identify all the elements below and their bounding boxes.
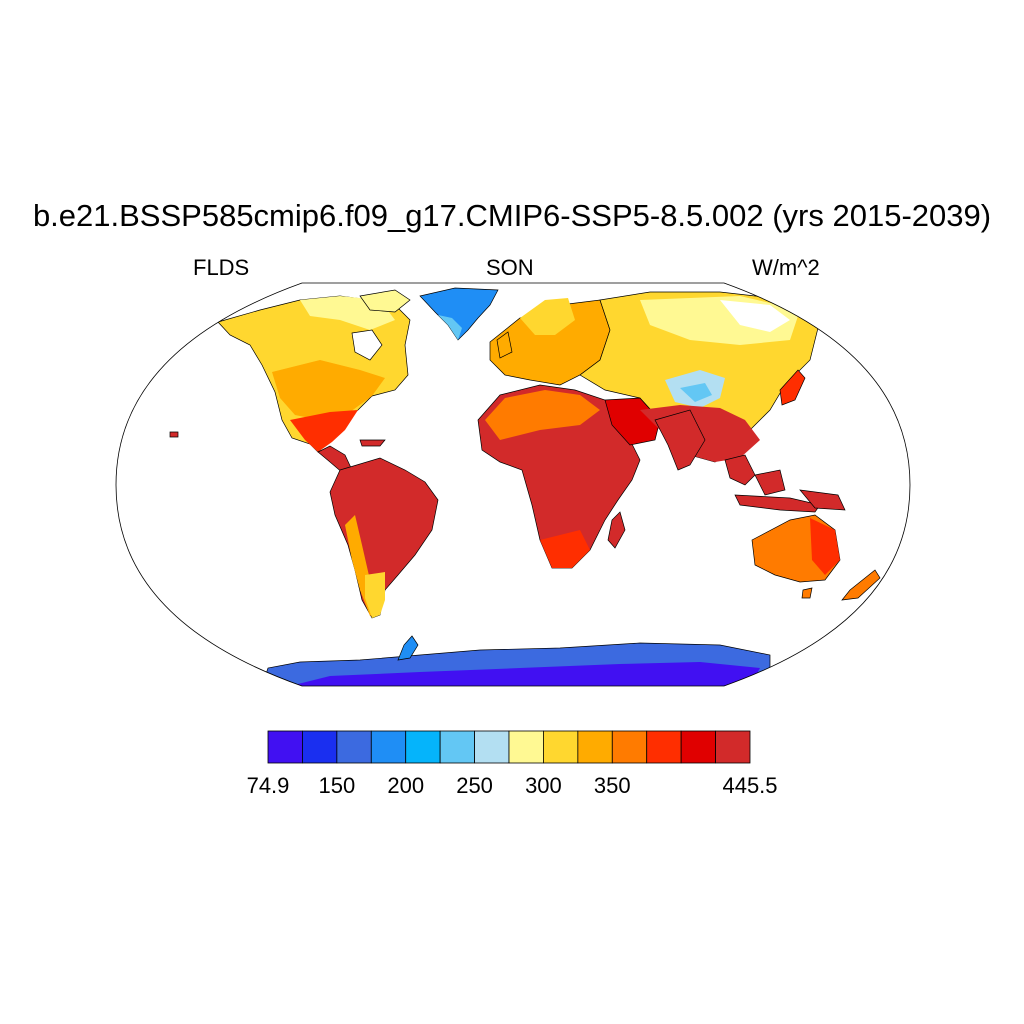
madagascar bbox=[607, 511, 626, 549]
canadian-archipelago bbox=[359, 289, 411, 313]
colorbar-swatch bbox=[405, 730, 441, 764]
antarctic-peninsula bbox=[397, 635, 419, 661]
map-boundary bbox=[115, 282, 911, 687]
colorbar-tick-label: 250 bbox=[456, 773, 493, 798]
colorbar-swatch bbox=[611, 730, 648, 764]
colorbar-swatch bbox=[577, 730, 613, 764]
season-label: SON bbox=[486, 255, 534, 280]
new-zealand bbox=[841, 569, 881, 601]
colorbar-swatch bbox=[508, 730, 544, 764]
tasmania bbox=[801, 587, 813, 599]
colorbar-swatch bbox=[474, 730, 510, 764]
australia-east bbox=[810, 518, 840, 575]
colorbar-swatch bbox=[646, 730, 682, 764]
colorbar-tick-label: 350 bbox=[593, 773, 631, 798]
colorbar-tick-label: 150 bbox=[318, 773, 356, 798]
colorbar-swatch bbox=[336, 730, 372, 764]
new-guinea bbox=[799, 489, 846, 511]
scandinavia bbox=[520, 298, 575, 335]
north-america-south bbox=[290, 410, 358, 452]
indonesia bbox=[734, 494, 821, 513]
units-label: W/m^2 bbox=[752, 255, 820, 280]
sahara bbox=[485, 390, 600, 440]
tibet-core bbox=[680, 383, 712, 402]
british-isles bbox=[496, 331, 513, 359]
colorbar-tick-label: 74.9 bbox=[246, 773, 290, 798]
variable-label: FLDS bbox=[193, 255, 250, 280]
southeast-asia bbox=[724, 454, 756, 486]
borneo bbox=[754, 469, 786, 496]
hudson-bay bbox=[351, 329, 383, 361]
colorbar-tick-label: 200 bbox=[387, 773, 425, 798]
greenland-edge bbox=[438, 315, 462, 340]
india bbox=[654, 409, 706, 471]
caribbean bbox=[359, 439, 386, 447]
colorbar-swatch bbox=[370, 730, 407, 764]
plot-title: b.e21.BSSP585cmip6.f09_g17.CMIP6-SSP5-8.… bbox=[32, 198, 992, 233]
colorbar-tick-label: 445.5 bbox=[722, 773, 778, 798]
colorbar-swatch bbox=[267, 730, 303, 764]
southern-africa bbox=[540, 530, 590, 568]
japan bbox=[779, 369, 806, 406]
colorbar-swatch bbox=[680, 730, 716, 764]
east-siberia bbox=[720, 300, 790, 332]
antarctica-interior bbox=[290, 662, 760, 686]
colorbar-swatch bbox=[543, 730, 579, 764]
colorbar-swatch bbox=[439, 730, 475, 764]
north-america-interior bbox=[272, 360, 385, 420]
patagonia bbox=[365, 572, 385, 618]
colorbar-swatch bbox=[715, 730, 751, 764]
hawaii bbox=[169, 431, 179, 438]
colorbar-tick-label: 300 bbox=[525, 773, 562, 798]
colorbar-swatch bbox=[302, 730, 338, 764]
